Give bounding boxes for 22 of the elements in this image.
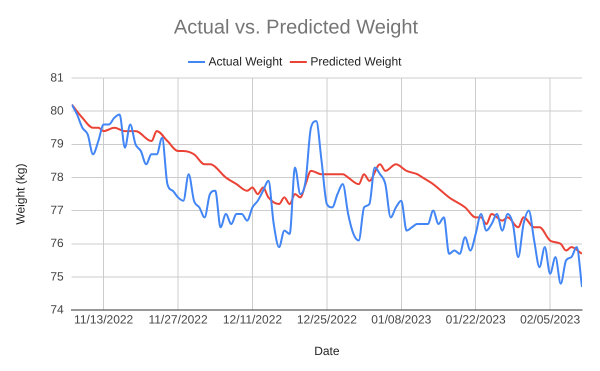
line-series bbox=[72, 104, 582, 288]
y-tick-label: 76 bbox=[50, 236, 64, 250]
y-tick-label: 80 bbox=[50, 103, 64, 118]
y-tick-label: 78 bbox=[50, 170, 64, 184]
y-axis-title: Weight (kg) bbox=[14, 164, 28, 225]
x-tick-label: 12/25/2022 bbox=[296, 312, 358, 327]
x-tick-label: 11/13/2022 bbox=[74, 312, 134, 327]
x-axis-title: Date bbox=[314, 344, 340, 358]
x-tick-label: 01/08/2023 bbox=[371, 312, 432, 327]
y-tick-label: 75 bbox=[50, 269, 64, 284]
legend-label: Actual Weight bbox=[208, 54, 283, 68]
x-tick-label: 12/11/2022 bbox=[222, 312, 282, 327]
x-tick-label: 02/05/2023 bbox=[520, 312, 580, 327]
x-tick-label: 01/22/2023 bbox=[446, 312, 506, 327]
y-tick-label: 77 bbox=[50, 203, 64, 217]
y-tick-label: 81 bbox=[50, 70, 64, 84]
x-tick-label: 11/27/2022 bbox=[148, 312, 208, 327]
y-tick-label: 79 bbox=[50, 136, 64, 151]
legend-label: Predicted Weight bbox=[310, 54, 402, 68]
y-tick-label: 74 bbox=[50, 302, 64, 317]
chart-title: Actual vs. Predicted Weight bbox=[174, 16, 419, 39]
line-series bbox=[72, 104, 582, 255]
